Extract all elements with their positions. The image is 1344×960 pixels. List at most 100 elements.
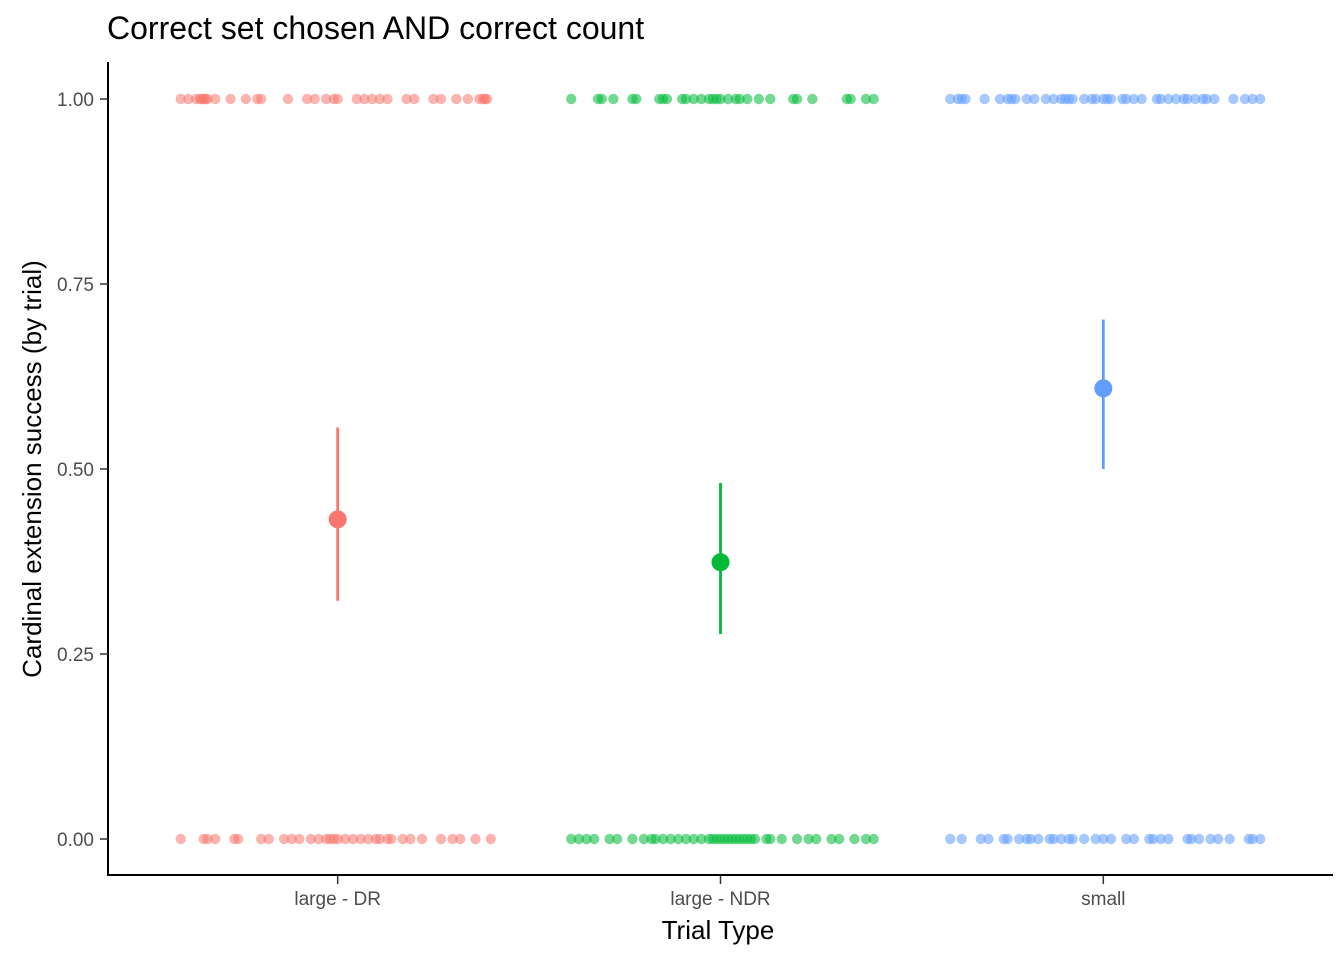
trial-point [765,93,776,105]
x-tick-label: large - NDR [670,889,770,910]
trial-point [255,93,267,105]
trial-point [1224,833,1235,845]
trial-point [409,93,420,105]
y-axis-title: Cardinal extension success (by trial) [17,260,47,678]
trial-point [232,833,244,845]
trial-point [1048,833,1059,845]
trial-point [811,833,822,845]
trial-point [638,833,650,845]
trial-point [175,833,186,845]
x-tick-label: large - DR [294,889,381,910]
trial-point [604,833,615,845]
trial-point [566,833,577,845]
trial-point [734,93,745,105]
trial-point [1098,833,1109,845]
trial-point [313,833,324,845]
trial-point [428,93,439,105]
trial-point [596,93,608,105]
trial-point [374,93,385,105]
trial-point [581,833,592,845]
trial-point [1247,833,1258,845]
trial-point [309,93,320,105]
trial-point [994,93,1006,105]
mean-point [328,510,347,529]
trial-point [355,833,366,845]
trial-point [240,93,252,105]
y-axis: 0.00 0.25 0.50 0.75 1.00 [57,62,109,876]
trial-point [332,833,343,845]
trial-point [263,833,274,845]
trial-point [1201,93,1212,105]
trial-point [1186,833,1197,845]
trial-point [183,93,194,105]
trial-point [1078,93,1090,105]
trial-point [657,833,669,845]
trial-point [1067,833,1078,845]
y-tick-label: 0.00 [57,830,94,851]
trial-point [868,833,879,845]
trial-point [462,93,474,105]
trial-point [397,833,408,845]
trial-point [321,93,332,105]
trial-point [975,833,987,845]
trial-point [1182,93,1193,105]
trial-point [363,833,374,845]
trial-point [688,833,699,845]
trial-point [301,93,313,105]
trial-point [1013,833,1025,845]
trial-point [351,93,363,105]
trial-point [665,833,676,845]
trial-point [1033,833,1044,845]
trial-point [366,93,378,105]
trial-point [1193,833,1205,845]
trial-point [1155,833,1166,845]
trial-point [826,833,837,845]
trial-point [680,93,692,105]
trial-point [278,833,290,845]
trial-point [470,833,481,845]
trial-point [791,93,803,105]
trial-point [956,833,967,845]
trial-point [1255,833,1266,845]
trial-point [1128,93,1140,105]
trial-point [1163,93,1174,105]
trial-point [401,93,412,105]
trial-point [1136,93,1147,105]
trial-point [386,833,397,845]
mean-point [711,553,730,572]
trial-point [868,93,879,105]
trial-point [849,833,860,845]
trial-point [286,833,297,845]
trial-point [979,93,990,105]
trial-point [860,833,872,845]
trial-point [1163,833,1174,845]
trial-point [1255,93,1266,105]
trial-point [382,93,393,105]
trial-point [359,93,370,105]
trial-point [435,93,447,105]
trial-point [1128,833,1140,845]
trial-point [1025,833,1036,845]
trial-point [688,93,699,105]
trial-point [1105,833,1117,845]
trial-point [305,833,317,845]
trial-point [294,833,305,845]
trial-point [860,93,872,105]
trial-point [715,93,726,105]
y-tick-label: 0.25 [57,645,94,666]
trial-point [1021,93,1032,105]
trial-point [1105,93,1117,105]
trial-point [631,93,642,105]
trial-point [175,93,186,105]
trial-point [1056,833,1067,845]
trial-point [1121,93,1132,105]
trial-point [374,833,385,845]
trial-point [1209,93,1220,105]
trial-point [1010,93,1021,105]
trial-point [1239,93,1251,105]
trial-point [209,833,221,845]
trial-point [1247,93,1258,105]
trial-point [225,93,236,105]
trial-point [650,833,661,845]
